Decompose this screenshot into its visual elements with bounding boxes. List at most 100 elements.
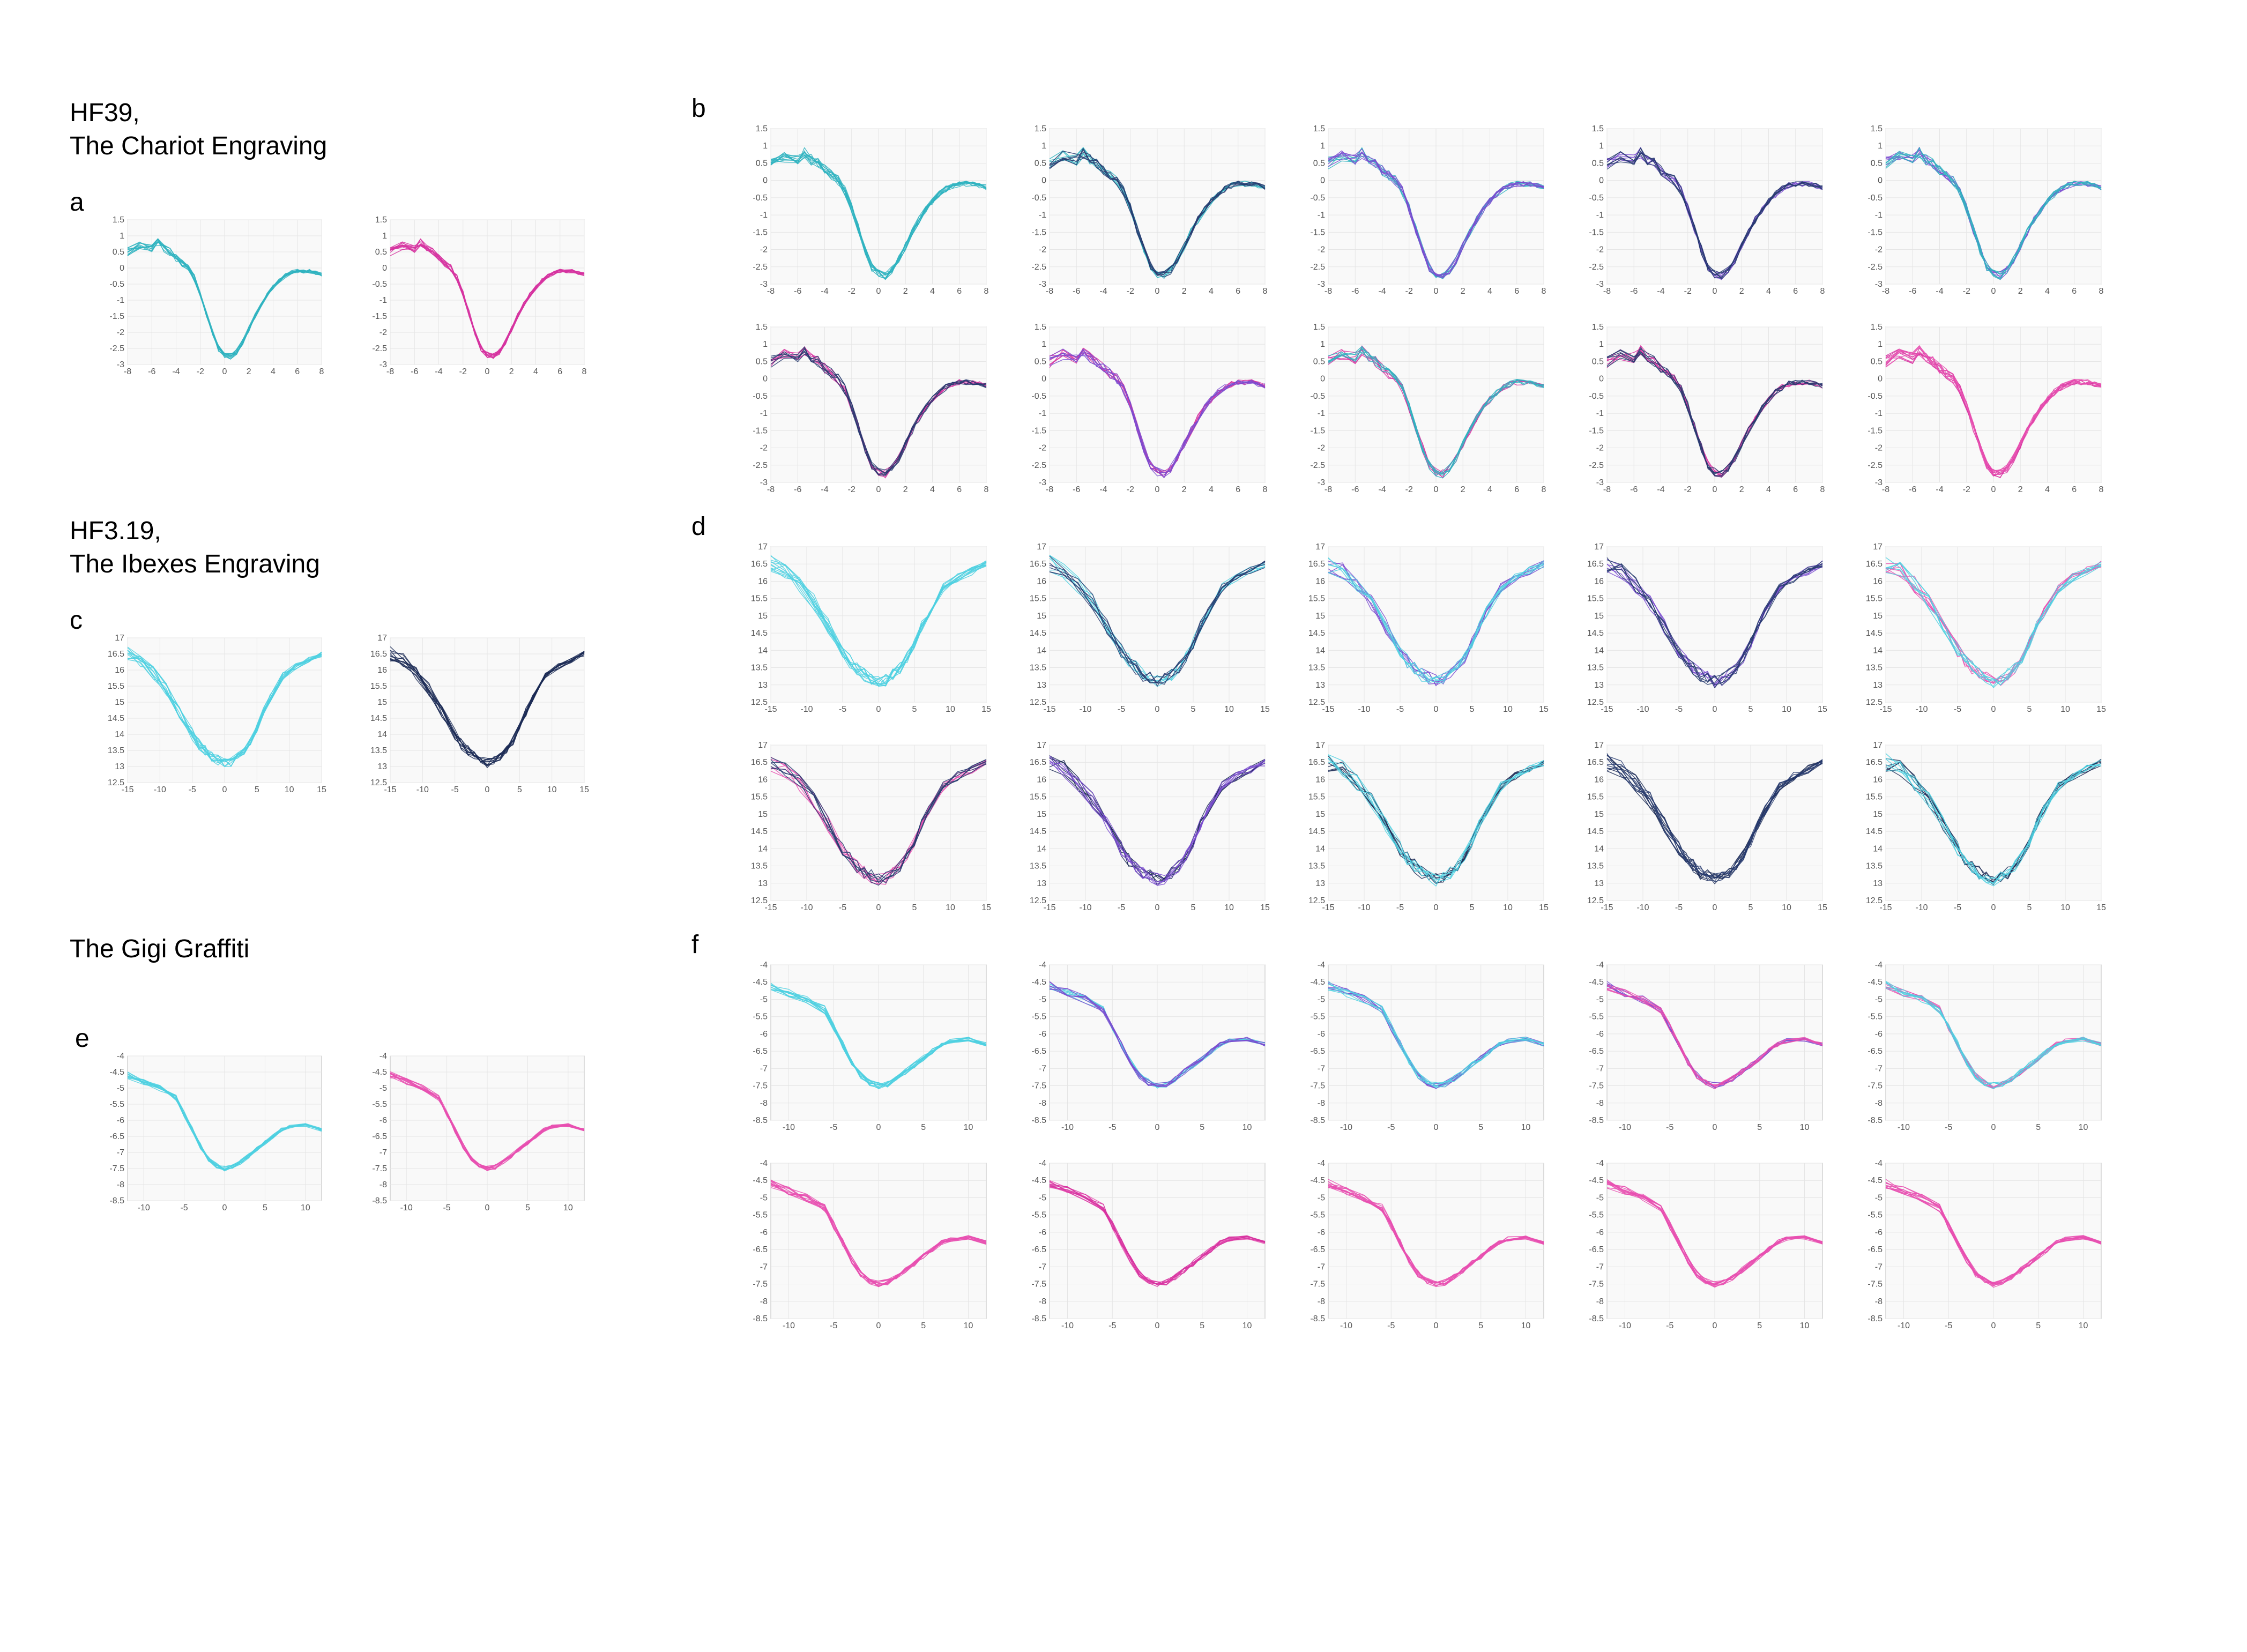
svg-text:-1.5: -1.5 (1589, 426, 1604, 435)
svg-text:0: 0 (1599, 176, 1604, 185)
svg-text:15: 15 (758, 810, 768, 819)
svg-text:-4: -4 (1099, 485, 1107, 494)
svg-text:15.5: 15.5 (751, 793, 768, 802)
svg-text:0: 0 (382, 264, 387, 273)
svg-text:15: 15 (1260, 705, 1270, 714)
svg-text:16.5: 16.5 (751, 560, 768, 569)
svg-text:-6: -6 (1039, 1030, 1046, 1039)
svg-text:-5: -5 (1396, 705, 1404, 714)
svg-text:-5: -5 (1118, 705, 1125, 714)
svg-text:0: 0 (120, 264, 124, 273)
svg-text:10: 10 (1224, 903, 1234, 912)
svg-text:-4: -4 (1318, 961, 1325, 970)
svg-text:15: 15 (758, 612, 768, 621)
svg-text:-6.5: -6.5 (1589, 1047, 1604, 1056)
svg-text:-5: -5 (117, 1084, 124, 1093)
chart-b-r0-c0: -8-6-4-202468-3-2.5-2-1.5-1-0.500.511.5 (745, 123, 992, 300)
svg-text:-2: -2 (380, 328, 387, 337)
svg-text:2: 2 (1182, 485, 1187, 494)
chart-f-r0-c0: -10-50510-8.5-8-7.5-7-6.5-6-5.5-5-4.5-4 (745, 959, 992, 1136)
svg-text:13.5: 13.5 (1030, 862, 1046, 871)
svg-text:10: 10 (1521, 1123, 1531, 1132)
svg-text:-3: -3 (1875, 280, 1883, 289)
svg-text:-4.5: -4.5 (109, 1068, 124, 1077)
svg-text:2: 2 (1739, 287, 1744, 296)
svg-text:0: 0 (1320, 375, 1325, 384)
svg-text:-1.5: -1.5 (1867, 426, 1883, 435)
section-title: HF39,The Chariot Engraving (70, 96, 327, 163)
svg-text:-7.5: -7.5 (753, 1082, 768, 1091)
svg-text:17: 17 (1594, 741, 1604, 750)
svg-text:12.5: 12.5 (1030, 896, 1046, 905)
svg-text:-8.5: -8.5 (1867, 1116, 1883, 1125)
svg-text:10: 10 (1800, 1123, 1810, 1132)
svg-text:14: 14 (377, 730, 387, 739)
svg-text:1: 1 (1599, 340, 1604, 349)
svg-text:13.5: 13.5 (751, 664, 768, 673)
svg-text:14.5: 14.5 (370, 714, 387, 723)
svg-text:8: 8 (1820, 287, 1825, 296)
svg-text:5: 5 (1478, 1321, 1483, 1330)
svg-text:17: 17 (758, 741, 768, 750)
chart-b-r0-c4: -8-6-4-202468-3-2.5-2-1.5-1-0.500.511.5 (1860, 123, 2107, 300)
svg-text:13.5: 13.5 (370, 746, 387, 755)
svg-text:-2: -2 (1318, 444, 1325, 453)
svg-text:8: 8 (1542, 287, 1546, 296)
svg-text:-4: -4 (380, 1052, 387, 1061)
svg-text:5: 5 (1749, 903, 1753, 912)
svg-text:16.5: 16.5 (1308, 758, 1325, 767)
svg-text:0: 0 (1991, 705, 1996, 714)
svg-text:-7: -7 (1318, 1064, 1325, 1073)
svg-text:8: 8 (1263, 287, 1268, 296)
svg-text:-7: -7 (1875, 1262, 1883, 1271)
svg-text:0: 0 (1713, 903, 1717, 912)
svg-text:0: 0 (1320, 176, 1325, 185)
svg-text:13: 13 (1873, 681, 1883, 690)
chart-d-r0-c0: -15-10-505101512.51313.51414.51515.51616… (745, 541, 992, 718)
svg-text:-8: -8 (1318, 1099, 1325, 1108)
svg-text:6: 6 (2072, 287, 2077, 296)
svg-text:16: 16 (1315, 775, 1325, 784)
svg-text:-2.5: -2.5 (372, 344, 387, 353)
svg-text:-3: -3 (1875, 478, 1883, 487)
svg-text:-6: -6 (1630, 485, 1638, 494)
chart-b-r1-c3: -8-6-4-202468-3-2.5-2-1.5-1-0.500.511.5 (1581, 322, 1828, 498)
chart-a-0: -8-6-4-202468-3-2.5-2-1.5-1-0.500.511.5 (102, 214, 327, 381)
svg-text:-5: -5 (1318, 1193, 1325, 1202)
svg-text:1: 1 (1320, 142, 1325, 151)
svg-text:15: 15 (1873, 612, 1883, 621)
svg-text:-5.5: -5.5 (1589, 1013, 1604, 1022)
chart-b-r1-c4: -8-6-4-202468-3-2.5-2-1.5-1-0.500.511.5 (1860, 322, 2107, 498)
svg-text:-6: -6 (1351, 287, 1359, 296)
svg-text:-2.5: -2.5 (1031, 461, 1046, 470)
svg-text:15: 15 (1315, 810, 1325, 819)
svg-text:-0.5: -0.5 (1867, 194, 1883, 203)
svg-text:15: 15 (1539, 705, 1549, 714)
svg-text:4: 4 (930, 287, 935, 296)
svg-text:-4: -4 (821, 287, 828, 296)
svg-text:0.5: 0.5 (1035, 159, 1046, 168)
svg-text:-7.5: -7.5 (1589, 1280, 1604, 1289)
svg-text:-8.5: -8.5 (1589, 1116, 1604, 1125)
svg-text:16.5: 16.5 (1587, 560, 1604, 569)
svg-text:-1: -1 (117, 296, 124, 305)
svg-text:-6.5: -6.5 (753, 1047, 768, 1056)
svg-text:-2: -2 (848, 287, 855, 296)
svg-text:-2: -2 (1039, 245, 1046, 255)
svg-text:8: 8 (984, 287, 989, 296)
svg-text:-3: -3 (1596, 478, 1604, 487)
svg-text:-2: -2 (760, 245, 768, 255)
svg-text:15: 15 (1818, 705, 1827, 714)
svg-text:-6.5: -6.5 (753, 1245, 768, 1254)
svg-text:-0.5: -0.5 (1310, 392, 1325, 401)
svg-text:1.5: 1.5 (113, 215, 124, 225)
svg-text:0.5: 0.5 (756, 159, 768, 168)
svg-text:1.5: 1.5 (1871, 323, 1883, 332)
svg-text:-8: -8 (1325, 287, 1332, 296)
svg-text:0: 0 (1041, 176, 1046, 185)
chart-d-r0-c3: -15-10-505101512.51313.51414.51515.51616… (1581, 541, 1828, 718)
svg-text:8: 8 (2099, 485, 2104, 494)
svg-text:-10: -10 (800, 705, 813, 714)
svg-text:-5: -5 (839, 903, 846, 912)
svg-text:1.5: 1.5 (1313, 124, 1325, 133)
